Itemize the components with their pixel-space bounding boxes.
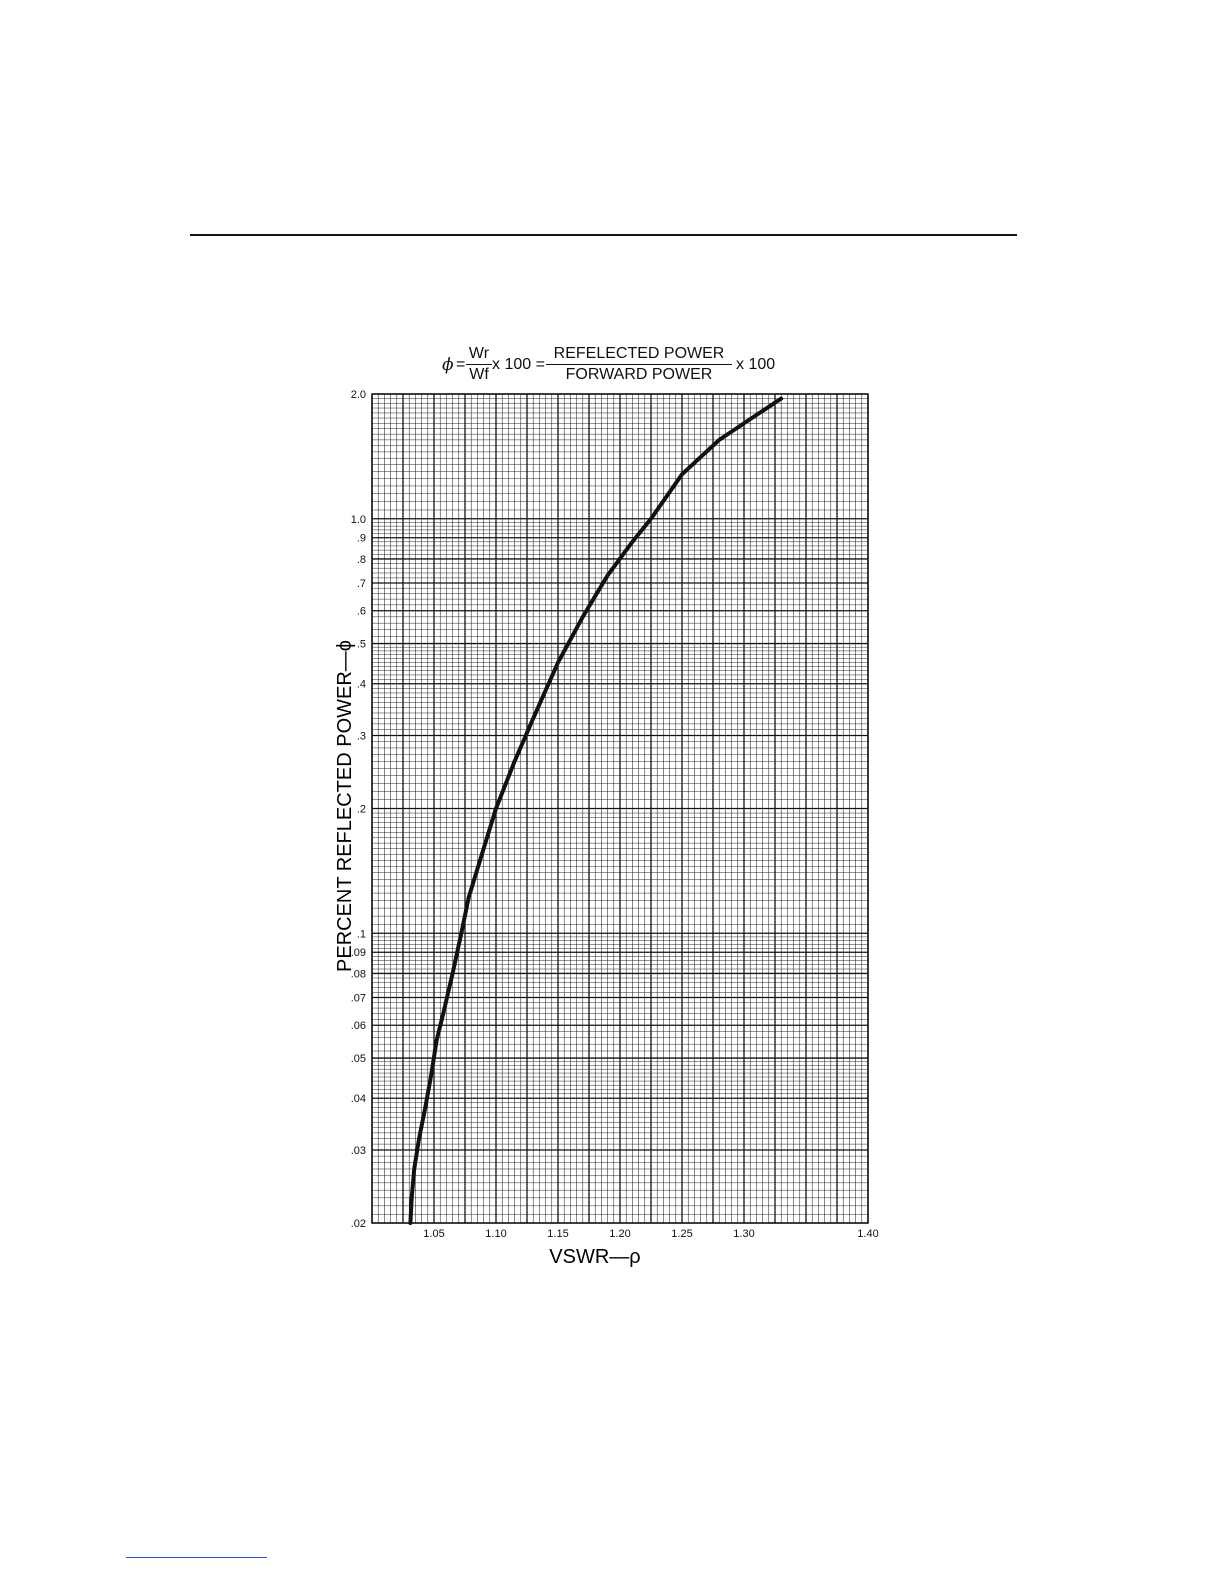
formula-tail: x 100: [736, 356, 776, 373]
x-tick-label: 1.25: [671, 1228, 692, 1240]
top-rule: [190, 234, 1017, 236]
formula-denominator-wf: Wf: [469, 366, 489, 383]
formula: ϕ = Wr Wf x 100 = REFELECTED POWER FORWA…: [440, 344, 800, 388]
formula-numerator-wr: Wr: [466, 344, 492, 365]
formula-times-100: x 100 =: [492, 356, 545, 373]
formula-denominator-forward: FORWARD POWER: [565, 366, 713, 383]
x-tick-label: 1.20: [609, 1228, 630, 1240]
chart-ticks: 2.0 1.0 .9 .8 .7 .6 .5 .4 .3 .2 .1 .09 .08 .07 .06 .05.…: [351, 389, 879, 1240]
formula-fraction-w: Wr Wf: [466, 344, 492, 385]
formula-phi: ϕ: [442, 355, 454, 375]
y-tick-label: 2.0: [351, 389, 366, 401]
y-tick-label: .2: [357, 804, 366, 816]
bottom-link-rule: [126, 1557, 267, 1558]
series-line: [408, 396, 784, 1225]
chart-grid: [371, 393, 869, 1224]
y-tick-label: .4: [357, 679, 366, 691]
x-tick-label: 1.40: [857, 1228, 878, 1240]
x-tick-label: 1.05: [423, 1228, 444, 1240]
y-tick-label: .07: [351, 992, 366, 1004]
formula-numerator-reflected: REFELECTED POWER: [546, 344, 732, 365]
y-tick-label: 1.0: [351, 514, 366, 526]
y-tick-label: .05: [351, 1053, 366, 1065]
formula-fraction-power: REFELECTED POWER FORWARD POWER: [546, 344, 732, 385]
y-tick-label: .6: [357, 606, 366, 618]
y-tick-label: .09: [351, 947, 366, 959]
y-tick-label: .08: [351, 968, 366, 980]
y-tick-label: .3: [357, 731, 366, 743]
y-tick-label: .04: [351, 1093, 366, 1105]
y-tick-label: .5: [357, 639, 366, 651]
y-tick-label: .03: [351, 1145, 366, 1157]
y-tick-label: .7: [357, 578, 366, 590]
y-tick-label: .06: [351, 1020, 366, 1032]
chart-series: [408, 396, 784, 1225]
y-tick-label: .1: [357, 928, 366, 940]
formula-equals: =: [456, 356, 466, 373]
x-tick-label: 1.30: [733, 1228, 754, 1240]
x-tick-label: 1.15: [547, 1228, 568, 1240]
y-tick-label: .02: [351, 1218, 366, 1230]
y-tick-label: .9: [357, 533, 366, 545]
x-tick-label: 1.10: [485, 1228, 506, 1240]
x-axis-label: VSWR—ρ: [549, 1246, 640, 1268]
y-tick-label: .8: [357, 554, 366, 566]
y-axis-label: PERCENT REFLECTED POWER—ϕ: [334, 640, 356, 972]
